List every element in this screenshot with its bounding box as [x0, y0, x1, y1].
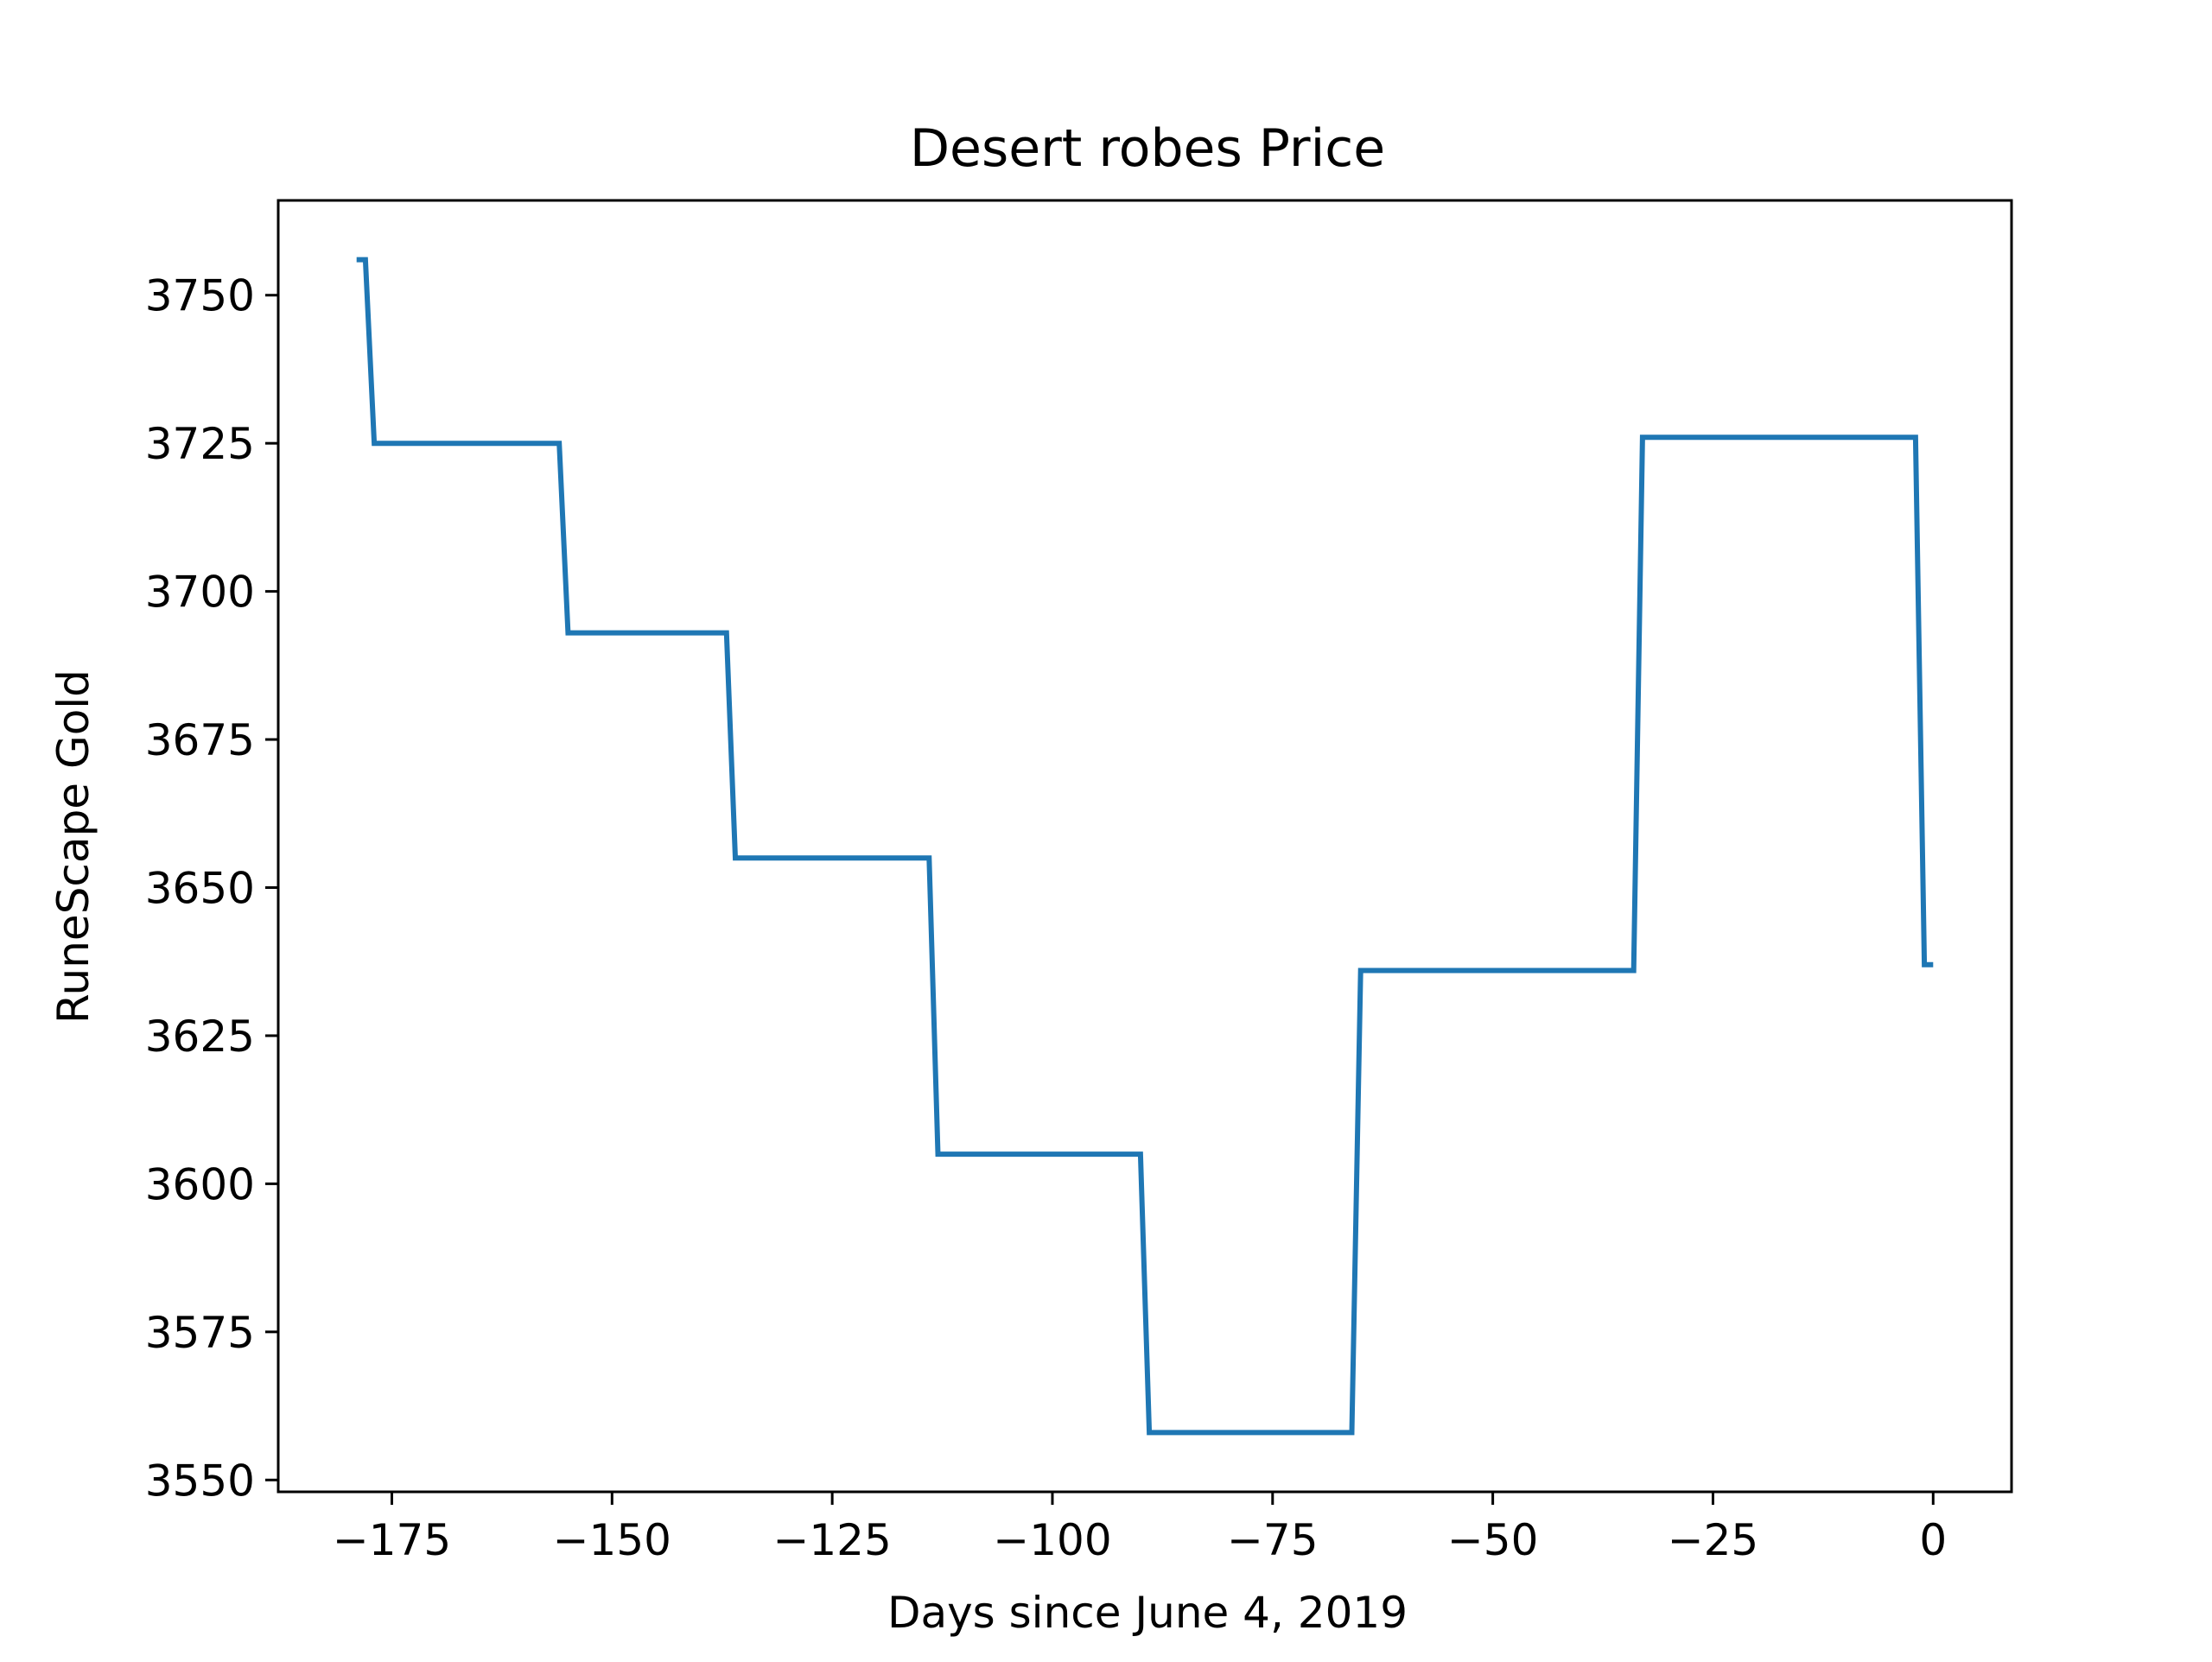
x-tick-label: −50 — [1447, 1515, 1539, 1565]
y-tick-label: 3575 — [145, 1308, 255, 1358]
y-tick-label: 3725 — [145, 419, 255, 469]
plot-area: −175 −150 −125 −100 −75 −50 −25 0 3550 3575 3600 36… — [145, 199, 2013, 1565]
y-tick-label: 3675 — [145, 715, 255, 765]
y-tick-label: 3600 — [145, 1159, 255, 1209]
y-tick-label: 3550 — [145, 1456, 255, 1506]
y-tick-label: 3750 — [145, 271, 255, 321]
y-tick-label: 3700 — [145, 568, 255, 618]
x-tick-label: −150 — [553, 1515, 671, 1565]
y-tick-label: 3625 — [145, 1012, 255, 1062]
x-tick-label: 0 — [1919, 1515, 1947, 1565]
x-tick-label: −75 — [1227, 1515, 1319, 1565]
series-line-0 — [356, 257, 1934, 1436]
x-tick-label: −125 — [772, 1515, 891, 1565]
x-tick-label: −100 — [993, 1515, 1111, 1565]
x-tick-label: −175 — [333, 1515, 451, 1565]
y-tick-label: 3650 — [145, 864, 255, 914]
axes-frame — [276, 199, 2013, 1494]
y-axis-label: RuneScape Gold — [48, 669, 99, 1024]
chart-title: Desert robes Price — [910, 118, 1385, 179]
x-tick-label: −25 — [1668, 1515, 1759, 1565]
x-axis-label: Days since June 4, 2019 — [887, 1588, 1408, 1638]
